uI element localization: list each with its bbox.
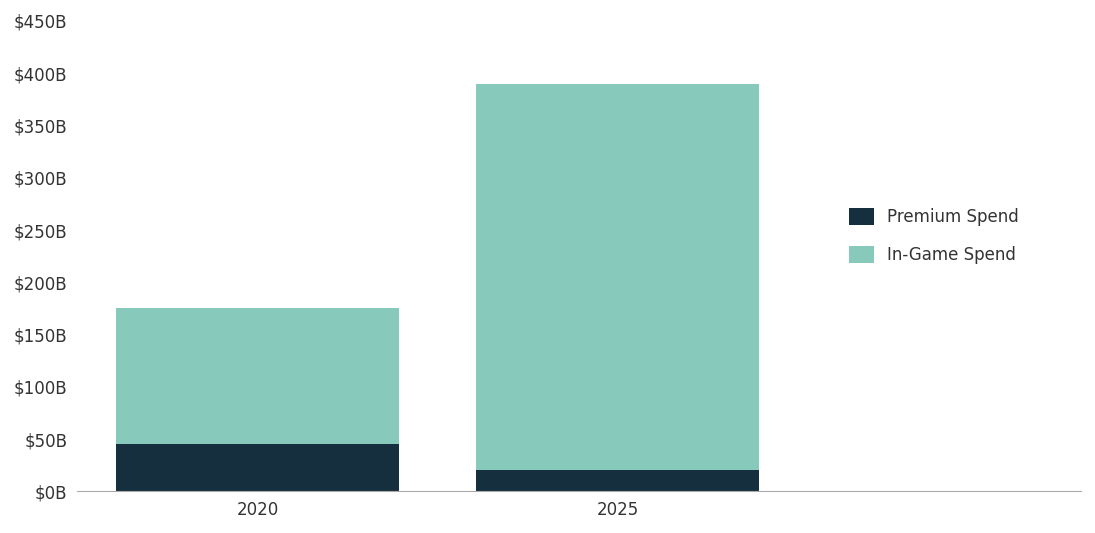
Legend: Premium Spend, In-Game Spend: Premium Spend, In-Game Spend — [849, 208, 1018, 264]
Bar — [476, 84, 759, 471]
Bar — [116, 309, 399, 445]
Bar — [476, 471, 759, 491]
Bar — [116, 445, 399, 491]
